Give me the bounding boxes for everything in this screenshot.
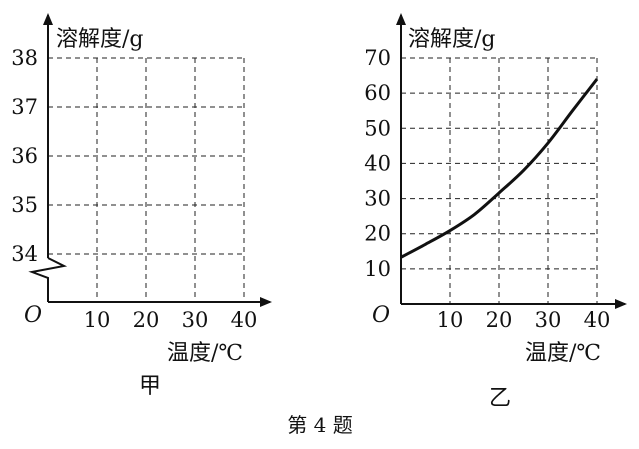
- y-tick-label: 60: [364, 81, 391, 105]
- x-axis-arrow: [260, 297, 272, 307]
- y-tick-label: 38: [11, 46, 38, 70]
- x-axis-title: 温度/℃: [525, 341, 601, 366]
- x-tick-label: 40: [231, 308, 258, 332]
- y-tick-label: 37: [11, 95, 38, 119]
- y-tick-label: 34: [11, 242, 38, 266]
- y-axis-arrow: [43, 13, 53, 25]
- panel-label: 乙: [489, 386, 511, 411]
- figure-caption: 第 4 题: [287, 413, 352, 437]
- x-tick-label: 20: [133, 308, 160, 332]
- y-axis-break: [28, 257, 68, 302]
- y-axis-title: 溶解度/g: [56, 27, 144, 52]
- origin-label: O: [372, 303, 390, 328]
- chart-yi: 10 20 30 40 50 60 70 10 20 30 40 O 溶解度/g 温度/℃ 乙: [364, 13, 627, 411]
- x-tick-label: 10: [84, 308, 111, 332]
- chart-jia: 34 35 36 37 38 10 20 30 40 O 溶解度/g 温度/℃甲: [11, 13, 272, 399]
- origin-label: O: [24, 303, 42, 328]
- y-axis-title: 溶解度/g: [408, 27, 496, 52]
- y-tick-label: 70: [364, 46, 391, 70]
- x-tick-label: 20: [486, 308, 513, 332]
- y-tick-label: 20: [364, 222, 391, 246]
- y-tick-label: 40: [364, 151, 391, 175]
- x-axis-arrow: [615, 299, 627, 309]
- y-tick-label: 10: [364, 257, 391, 281]
- solubility-curve: [400, 78, 599, 259]
- x-axis-title: 温度/℃: [167, 341, 243, 366]
- y-tick-label: 36: [11, 144, 38, 168]
- y-tick-label: 30: [364, 187, 391, 211]
- y-tick-label: 50: [364, 116, 391, 140]
- y-tick-label: 35: [11, 193, 38, 217]
- x-tick-label: 10: [437, 308, 464, 332]
- x-tick-label: 30: [535, 308, 562, 332]
- panel-label: 甲: [139, 374, 161, 399]
- x-tick-label: 40: [584, 308, 611, 332]
- y-axis-arrow: [396, 13, 406, 25]
- x-tick-label: 30: [182, 308, 209, 332]
